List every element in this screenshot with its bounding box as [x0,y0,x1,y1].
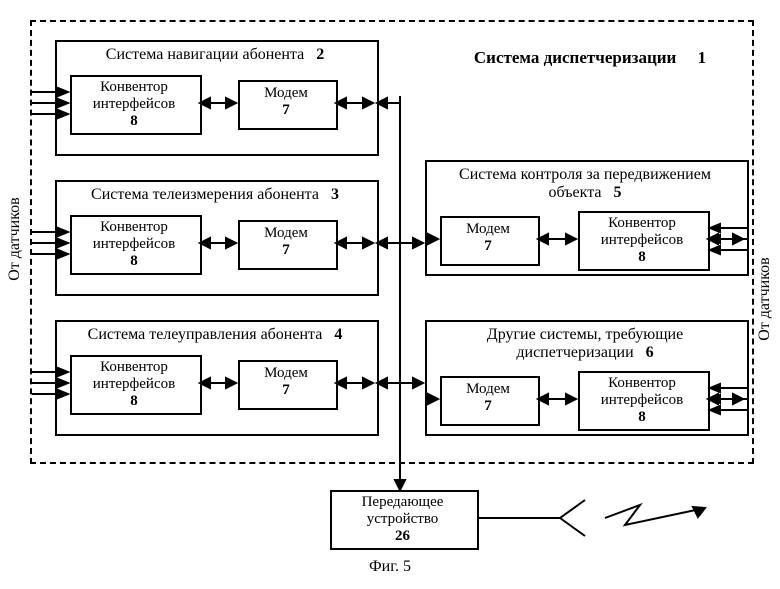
connectors [0,0,780,589]
diagram-root: Система диспетчеризации 1 От датчиков От… [0,0,780,589]
